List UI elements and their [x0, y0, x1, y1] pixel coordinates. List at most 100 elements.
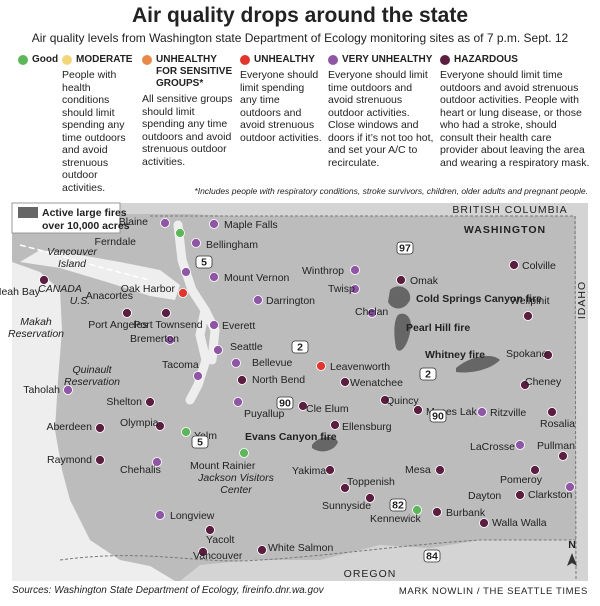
site-dot: [435, 465, 445, 475]
region-label: Vancouver: [47, 246, 97, 258]
fire-label: Whitney fire: [425, 349, 485, 361]
site-dot: [558, 451, 568, 461]
legend-head: HAZARDOUS: [440, 54, 590, 66]
legend-head: UNHEALTHY FOR SENSITIVE GROUPS*: [142, 54, 236, 90]
site-dot: [205, 525, 215, 535]
highway-shield: [276, 396, 294, 410]
site-dot: [209, 219, 219, 229]
site-dot: [515, 440, 525, 450]
site-label: Vancouver: [193, 550, 243, 562]
legend-dot: [62, 55, 72, 65]
sources: Sources: Washington State Department of …: [12, 585, 324, 596]
region-label: Reservation: [8, 328, 64, 340]
site-dot: [515, 490, 525, 500]
credit: MARK NOWLIN / THE SEATTLE TIMES: [398, 586, 588, 597]
site-label: Shelton: [106, 396, 142, 408]
region-label: BRITISH COLUMBIA: [452, 204, 567, 216]
site-dot: [413, 405, 423, 415]
site-label: Rosalia: [540, 418, 575, 430]
legend-dot: [328, 55, 338, 65]
site-dot: [95, 423, 105, 433]
site-label: Everett: [222, 320, 255, 332]
site-label: Oak Harbor: [121, 283, 176, 295]
site-dot: [165, 335, 175, 345]
legend-label: MODERATE: [76, 54, 133, 65]
site-dot: [155, 421, 165, 431]
highway-number: 90: [432, 410, 444, 422]
site-label: Seattle: [230, 341, 263, 353]
legend-item: Good: [18, 54, 62, 69]
legend-label: VERY UNHEALTHY: [342, 54, 433, 65]
site-dot: [233, 397, 243, 407]
site-dot: [237, 375, 247, 385]
highway-number: 2: [425, 368, 431, 380]
site-label: Yacolt: [206, 534, 234, 546]
region-label: Jackson Visitors: [197, 472, 274, 484]
site-dot: [396, 275, 406, 285]
highway-shield: [419, 367, 437, 381]
region-label: U.S.: [70, 295, 90, 307]
legend-description: Everyone should limit time outdoors and …: [328, 69, 434, 169]
legend-head: MODERATE: [62, 54, 138, 66]
canada-area: [12, 203, 588, 216]
site-label: Chelan: [355, 306, 388, 318]
site-label: Burbank: [446, 507, 486, 519]
site-label: Mount Rainier: [190, 460, 256, 472]
site-dot: [145, 397, 155, 407]
region-label: IDAHO: [576, 281, 588, 319]
site-dot: [509, 260, 519, 270]
site-label: Taholah: [23, 384, 60, 396]
site-label: Ferndale: [95, 236, 137, 248]
site-dot: [325, 465, 335, 475]
site-dot: [565, 482, 575, 492]
region-label: WASHINGTON: [464, 224, 546, 236]
highway-shield: [291, 340, 309, 354]
site-label: Walla Walla: [492, 517, 547, 529]
site-dot: [350, 284, 360, 294]
region-label: Quinault: [72, 364, 112, 376]
highway-shield: [429, 409, 447, 423]
site-label: Clarkston: [528, 489, 573, 501]
site-dot: [198, 547, 208, 557]
site-dot: [380, 395, 390, 405]
legend-description: Everyone should limit time outdoors and …: [440, 69, 590, 169]
highway-shield: [396, 241, 414, 255]
footnote: *Includes people with respiratory condit…: [194, 186, 588, 196]
site-dot: [39, 275, 49, 285]
fire-legend-text: Active large fires: [42, 207, 127, 219]
site-dot: [209, 272, 219, 282]
site-label: Cle Elum: [306, 403, 349, 415]
site-label: Wenatchee: [350, 377, 403, 389]
highway-number: 84: [426, 550, 438, 562]
site-label: Neah Bay: [0, 286, 41, 298]
legend-description: People with health conditions should lim…: [62, 69, 126, 194]
site-label: Quincy: [386, 395, 419, 407]
site-dot: [340, 377, 350, 387]
fire-label: Evans Canyon fire: [245, 431, 337, 443]
site-dot: [340, 483, 350, 493]
highway-number: 97: [399, 242, 411, 254]
site-dot: [213, 345, 223, 355]
site-label: Maple Falls: [224, 219, 278, 231]
site-label: Pullman: [537, 440, 575, 452]
legend-head: UNHEALTHY: [240, 54, 322, 66]
legend-dot: [18, 55, 28, 65]
site-dot: [477, 407, 487, 417]
site-dot: [231, 358, 241, 368]
site-label: White Salmon: [268, 542, 334, 554]
site-label: Colville: [522, 260, 556, 272]
legend-label: HAZARDOUS: [454, 54, 518, 65]
oregon-area: [180, 540, 576, 581]
site-dot: [160, 218, 170, 228]
fire-label: Pearl Hill fire: [406, 322, 470, 334]
highway-number: 90: [279, 397, 291, 409]
site-label: Mount Vernon: [224, 272, 290, 284]
site-label: Twisp: [328, 283, 355, 295]
legend-dot: [142, 55, 152, 65]
region-label: Makah: [20, 316, 52, 328]
site-label: Port Angeles: [88, 319, 148, 331]
fire-legend-swatch: [18, 207, 38, 218]
site-dot: [152, 457, 162, 467]
site-dot: [175, 228, 185, 238]
